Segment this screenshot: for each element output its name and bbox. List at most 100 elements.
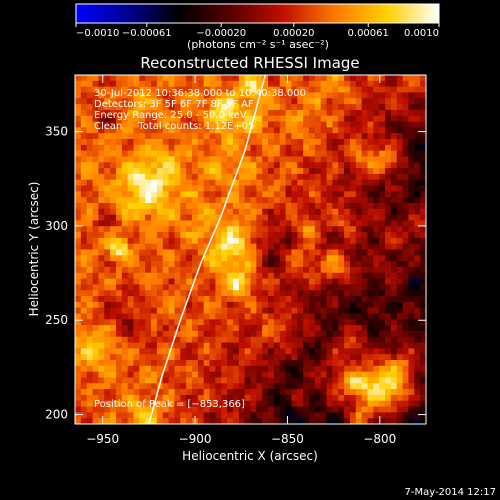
heatmap-cell (355, 290, 363, 297)
heatmap-cell (127, 226, 134, 233)
heatmap-cell (250, 220, 257, 227)
heatmap-cell (273, 354, 281, 361)
heatmap-cell (338, 336, 345, 343)
heatmap-cell (110, 86, 117, 93)
heatmap-cell (238, 406, 246, 413)
heatmap-cell (162, 220, 169, 227)
heatmap-cell (203, 412, 210, 419)
heatmap-cell (355, 377, 363, 384)
heatmap-cell (80, 301, 88, 309)
heatmap-cell (115, 406, 123, 413)
heatmap-cell (279, 290, 286, 297)
heatmap-cell (309, 284, 316, 291)
heatmap-cell (291, 232, 298, 239)
heatmap-cell (86, 418, 93, 424)
heatmap-cell (232, 185, 240, 192)
heatmap-cell (192, 261, 199, 268)
heatmap-cell (156, 307, 164, 314)
heatmap-cell (209, 325, 216, 332)
heatmap-cell (145, 226, 152, 233)
heatmap-cell (414, 243, 421, 250)
heatmap-cell (385, 301, 392, 309)
heatmap-cell (86, 278, 93, 285)
heatmap-cell (151, 237, 158, 245)
heatmap-cell (285, 98, 292, 105)
heatmap-cell (349, 307, 357, 314)
heatmap-cell (250, 226, 257, 233)
heatmap-cell (256, 133, 263, 140)
heatmap-cell (238, 197, 246, 204)
heatmap-cell (104, 389, 111, 396)
heatmap-cell (355, 104, 363, 111)
heatmap-cell (390, 272, 398, 279)
heatmap-cell (338, 98, 345, 105)
heatmap-cell (344, 75, 351, 82)
heatmap-cell (174, 237, 181, 245)
heatmap-cell (285, 173, 292, 181)
heatmap-cell (314, 226, 322, 233)
heatmap-cell (180, 325, 187, 332)
heatmap-cell (151, 371, 158, 378)
heatmap-cell (344, 400, 351, 407)
heatmap-cell (203, 307, 210, 314)
heatmap-cell (115, 86, 123, 93)
heatmap-cell (197, 109, 205, 117)
heatmap-cell (227, 313, 234, 320)
heatmap-cell (314, 121, 322, 128)
heatmap-cell (262, 162, 269, 169)
heatmap-cell (402, 75, 409, 82)
heatmap-cell (209, 342, 216, 349)
heatmap-cell (156, 272, 164, 279)
heatmap-cell (285, 168, 292, 175)
heatmap-cell (115, 389, 123, 396)
heatmap-cell (232, 290, 240, 297)
heatmap-cell (320, 336, 327, 343)
heatmap-cell (285, 342, 292, 349)
heatmap-cell (250, 342, 257, 349)
heatmap-cell (297, 202, 304, 210)
heatmap-cell (197, 104, 205, 111)
heatmap-cell (227, 336, 234, 343)
heatmap-cell (303, 220, 310, 227)
heatmap-cell (98, 80, 105, 88)
heatmap-cell (104, 92, 111, 99)
heatmap-cell (414, 173, 421, 181)
heatmap-cell (320, 278, 327, 285)
heatmap-cell (127, 80, 134, 88)
heatmap-cell (379, 226, 386, 233)
heatmap-cell (309, 208, 316, 215)
heatmap-cell (314, 191, 322, 198)
heatmap-cell (273, 98, 281, 105)
heatmap-cell (338, 330, 345, 338)
heatmap-cell (250, 319, 257, 326)
heatmap-cell (156, 319, 164, 326)
heatmap-cell (390, 266, 398, 274)
annotation-energy: Energy Range: 25.0 - 50.0 keV (94, 110, 247, 121)
heatmap-cell (385, 92, 392, 99)
heatmap-cell (338, 389, 345, 396)
heatmap-cell (396, 86, 403, 93)
heatmap-cell (180, 121, 187, 128)
heatmap-cell (186, 138, 193, 146)
heatmap-cell (309, 389, 316, 396)
heatmap-cell (320, 127, 327, 134)
heatmap-cell (396, 255, 403, 262)
heatmap-cell (121, 290, 129, 297)
heatmap-cell (238, 208, 246, 215)
heatmap-cell (238, 173, 246, 181)
heatmap-cell (115, 319, 123, 326)
heatmap-cell (408, 168, 415, 175)
heatmap-cell (203, 144, 210, 152)
heatmap-cell (121, 202, 129, 210)
heatmap-cell (326, 354, 333, 361)
heatmap-cell (174, 202, 181, 210)
heatmap-cell (420, 406, 426, 413)
heatmap-cell (151, 109, 158, 117)
heatmap-cell (291, 296, 298, 303)
heatmap-cell (367, 156, 374, 163)
heatmap-cell (127, 202, 134, 210)
heatmap-cell (227, 296, 234, 303)
heatmap-cell (273, 313, 281, 320)
heatmap-cell (156, 179, 164, 186)
heatmap-cell (361, 121, 368, 128)
